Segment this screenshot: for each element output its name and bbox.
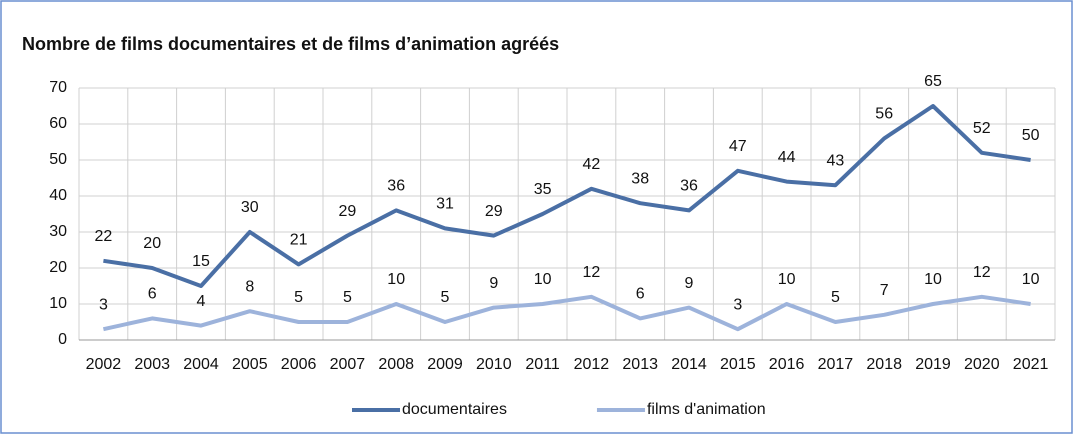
data-label: 52 (973, 120, 991, 137)
data-label: 65 (924, 73, 942, 90)
x-tick-label: 2008 (378, 356, 414, 373)
data-label: 22 (95, 228, 113, 245)
x-tick-label: 2020 (964, 356, 1000, 373)
data-label: 5 (343, 289, 352, 306)
data-label: 44 (778, 149, 796, 166)
x-tick-label: 2010 (476, 356, 512, 373)
legend-label: documentaires (402, 401, 507, 418)
data-label: 3 (733, 296, 742, 313)
data-label: 10 (534, 271, 552, 288)
data-label: 10 (778, 271, 796, 288)
y-tick-label: 30 (49, 223, 67, 240)
x-tick-label: 2014 (671, 356, 707, 373)
chart-title: Nombre de films documentaires et de film… (22, 34, 559, 54)
data-label: 31 (436, 196, 454, 213)
x-tick-label: 2012 (574, 356, 610, 373)
data-label: 15 (192, 253, 210, 270)
y-tick-label: 10 (49, 295, 67, 312)
x-tick-label: 2013 (622, 356, 658, 373)
x-tick-label: 2009 (427, 356, 463, 373)
x-tick-label: 2006 (281, 356, 317, 373)
data-label: 21 (290, 232, 308, 249)
data-label: 6 (636, 286, 645, 303)
data-label: 12 (583, 264, 601, 281)
data-label: 9 (489, 275, 498, 292)
data-label: 6 (148, 286, 157, 303)
data-label: 10 (387, 271, 405, 288)
data-label: 5 (831, 289, 840, 306)
data-label: 5 (441, 289, 450, 306)
data-label: 4 (197, 293, 206, 310)
data-label: 9 (685, 275, 694, 292)
x-tick-label: 2016 (769, 356, 805, 373)
data-label: 20 (143, 235, 161, 252)
data-label: 5 (294, 289, 303, 306)
x-tick-label: 2018 (866, 356, 902, 373)
y-tick-label: 60 (49, 115, 67, 132)
data-label: 10 (924, 271, 942, 288)
data-label: 56 (875, 106, 893, 123)
data-label: 3 (99, 296, 108, 313)
x-tick-label: 2002 (86, 356, 122, 373)
x-tick-label: 2019 (915, 356, 951, 373)
x-tick-label: 2004 (183, 356, 219, 373)
y-tick-label: 20 (49, 259, 67, 276)
data-label: 43 (827, 152, 845, 169)
x-tick-label: 2021 (1013, 356, 1049, 373)
series-line (102, 294, 1031, 332)
data-label: 47 (729, 138, 747, 155)
data-label: 29 (339, 203, 357, 220)
data-label: 35 (534, 181, 552, 198)
y-tick-label: 70 (49, 79, 67, 96)
x-tick-label: 2017 (818, 356, 854, 373)
data-label: 7 (880, 282, 889, 299)
data-label: 36 (387, 178, 405, 195)
data-label: 12 (973, 264, 991, 281)
legend-label: films d'animation (647, 401, 766, 418)
x-tick-label: 2005 (232, 356, 268, 373)
x-tick-label: 2011 (525, 356, 560, 373)
data-label: 50 (1022, 127, 1040, 144)
x-tick-label: 2007 (330, 356, 366, 373)
series-line (103, 104, 1031, 288)
y-tick-label: 0 (58, 331, 67, 348)
x-tick-label: 2015 (720, 356, 756, 373)
x-tick-label: 2003 (134, 356, 170, 373)
data-label: 42 (583, 156, 601, 173)
data-label: 10 (1022, 271, 1040, 288)
data-label: 36 (680, 178, 698, 195)
y-tick-label: 40 (49, 187, 67, 204)
data-label: 38 (631, 170, 649, 187)
data-label: 30 (241, 199, 259, 216)
data-label: 8 (245, 278, 254, 295)
y-tick-label: 50 (49, 151, 67, 168)
data-label: 29 (485, 203, 503, 220)
